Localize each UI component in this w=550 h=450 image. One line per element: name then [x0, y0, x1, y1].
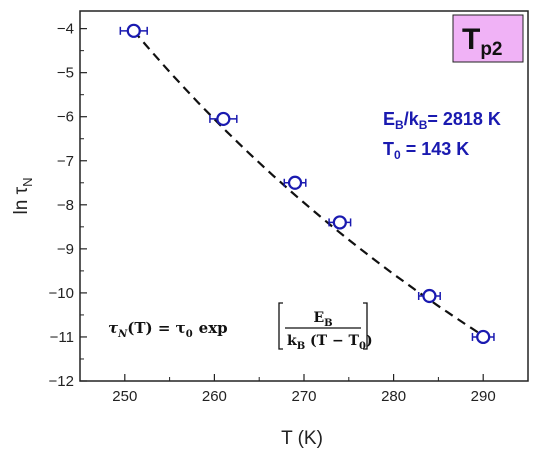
- badge-main: T: [462, 23, 480, 56]
- data-point: [476, 329, 491, 345]
- y-tick-label: −8: [57, 197, 74, 214]
- formula-exp: exp: [199, 319, 228, 337]
- annotation-eb-sub: B: [395, 118, 404, 132]
- formula-lhs: τN(T) = τ0 exp: [108, 319, 228, 340]
- formula-num-e: E: [313, 310, 324, 326]
- y-tick-label: −6: [57, 109, 74, 126]
- annotation-t0-t: T: [383, 139, 394, 159]
- formula-num-sub: B: [324, 318, 332, 329]
- annotation-t0-sub: 0: [394, 148, 401, 162]
- x-tick-label: 290: [471, 388, 496, 405]
- annotation-eb-k: /k: [404, 109, 420, 129]
- data-point: [422, 288, 437, 304]
- formula-numerator: EB: [313, 310, 332, 329]
- badge-sub: p2: [480, 39, 502, 60]
- formula-arg: (T) =: [127, 319, 175, 337]
- formula-den-k-sub: B: [297, 341, 305, 352]
- y-axis-title-main: ln τ: [11, 186, 32, 214]
- annotation-t0-value: = 143 K: [401, 139, 470, 159]
- formula-den-end: ): [366, 333, 373, 349]
- x-axis-title: T (K): [281, 428, 323, 449]
- formula-tau0: τ: [176, 319, 186, 337]
- badge-label: Tp2: [462, 23, 503, 60]
- annotation-eb-value: = 2818 K: [427, 109, 501, 129]
- annotation-kb-sub: B: [419, 118, 428, 132]
- y-tick-label: −7: [57, 153, 74, 170]
- annotation-t0: T0 = 143 K: [383, 139, 469, 162]
- x-tick-label: 260: [202, 388, 227, 405]
- y-tick-label: −12: [49, 373, 74, 390]
- data-point: [126, 23, 141, 38]
- formula-den-mid: (T − T: [305, 333, 359, 349]
- x-tick-label: 280: [381, 388, 406, 405]
- y-tick-label: −11: [50, 329, 74, 346]
- formula-tau-sub: N: [117, 329, 128, 340]
- y-tick-label: −4: [57, 21, 74, 38]
- data-point: [287, 175, 303, 190]
- annotation-eb-e: E: [383, 109, 395, 129]
- y-tick-label: −9: [57, 241, 74, 258]
- y-tick-label: −5: [57, 65, 74, 82]
- x-tick-label: 270: [291, 388, 316, 405]
- formula-left-bracket: [278, 302, 283, 350]
- formula-tau0-sub: 0: [186, 329, 193, 340]
- data-point: [332, 215, 347, 230]
- formula-right-bracket: [363, 302, 368, 350]
- formula-den-t0-sub: 0: [359, 341, 366, 352]
- data-point: [216, 111, 231, 127]
- badge-box: [452, 14, 524, 63]
- formula-tau: τ: [108, 319, 119, 337]
- data-points: [119, 23, 495, 345]
- y-tick-label: −10: [49, 285, 74, 302]
- formula-den-k: k: [287, 333, 297, 349]
- axis-ticks: 250 260 270 280 290 −12 −11 −10 −9 −8 −7 −6 −5 −4: [49, 21, 529, 405]
- annotation-eb: EB/kB= 2818 K: [383, 109, 501, 132]
- formula-denominator: kB (T − T0): [287, 333, 373, 352]
- vft-formula: τN(T) = τ0 exp EB kB (T − T0): [108, 302, 373, 352]
- y-axis-title-sub: N: [20, 178, 35, 187]
- y-axis-title: ln τN: [11, 178, 35, 215]
- x-tick-label: 250: [112, 388, 137, 405]
